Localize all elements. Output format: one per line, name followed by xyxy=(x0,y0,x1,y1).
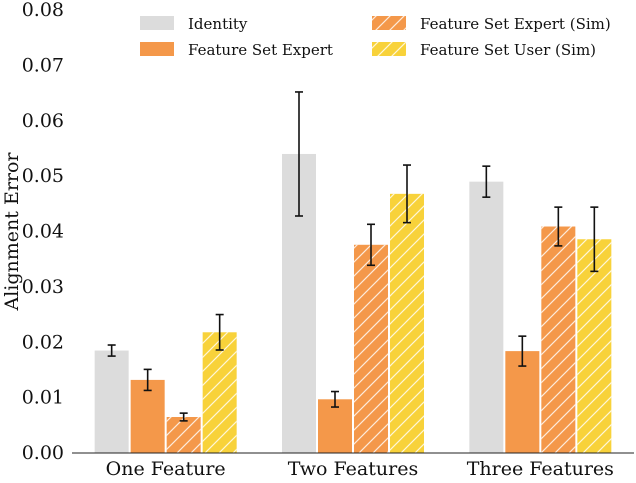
error-bar-feature-set-expert-sim-two-features xyxy=(367,223,375,267)
legend-swatch xyxy=(140,42,174,56)
y-tick-label: 0.08 xyxy=(22,0,64,21)
bar-identity-one-feature xyxy=(94,350,129,453)
y-tick-label: 0.00 xyxy=(22,442,64,464)
bar-feature-set-expert-two-features xyxy=(318,399,352,453)
bar-hatch-feature-set-expert-sim-two-features xyxy=(354,244,388,453)
y-tick-label: 0.04 xyxy=(22,221,64,243)
bar-hatch-feature-set-expert-sim-one-feature xyxy=(166,417,201,453)
legend-item-identity: Identity xyxy=(140,15,248,33)
error-bar-identity-one-feature xyxy=(107,344,116,357)
legend-swatch xyxy=(140,16,174,30)
error-bar-feature-set-user-sim-two-features xyxy=(403,164,411,224)
bar-feature-set-expert-three-features xyxy=(505,351,540,453)
bar-hatch-feature-set-user-sim-one-feature xyxy=(202,332,237,453)
error-bar-feature-set-user-sim-one-feature xyxy=(215,313,224,351)
error-bar-identity-two-features xyxy=(295,91,303,217)
y-axis-label: Alignment Error xyxy=(1,152,23,312)
bars-layer xyxy=(94,153,612,453)
y-tick-label: 0.05 xyxy=(22,165,64,187)
x-tick-label: Three Features xyxy=(467,458,614,478)
bar-feature-set-expert-one-feature xyxy=(130,379,165,453)
bar-hatch-feature-set-user-sim-two-features xyxy=(390,193,424,453)
error-bar-feature-set-expert-sim-one-feature xyxy=(179,412,188,422)
y-tick-label: 0.01 xyxy=(22,387,64,409)
error-bar-identity-three-features xyxy=(482,165,491,198)
legend-label: Feature Set User (Sim) xyxy=(420,41,596,59)
legend-item-feature-set-expert: Feature Set Expert xyxy=(140,41,333,59)
error-bar-feature-set-expert-sim-three-features xyxy=(554,206,563,247)
bar-hatch-feature-set-expert-sim-three-features xyxy=(541,226,576,453)
legend-item-feature-set-user-sim: Feature Set User (Sim) xyxy=(372,41,596,59)
error-bars-layer xyxy=(107,91,599,422)
legend-item-feature-set-expert-sim: Feature Set Expert (Sim) xyxy=(372,15,611,33)
x-tick-label: Two Features xyxy=(288,458,418,478)
legend: Identity Feature Set Expert Feature Set Ex… xyxy=(140,15,611,59)
error-bar-feature-set-expert-one-feature xyxy=(143,368,152,392)
y-tick-label: 0.02 xyxy=(22,331,64,353)
error-bar-feature-set-expert-two-features xyxy=(331,390,339,408)
error-bar-feature-set-expert-three-features xyxy=(518,335,527,367)
legend-swatch-hatch xyxy=(372,16,406,30)
bar-identity-three-features xyxy=(469,181,504,453)
legend-label: Identity xyxy=(188,15,248,33)
legend-swatch-hatch xyxy=(372,42,406,56)
legend-label: Feature Set Expert xyxy=(188,41,333,59)
bar-hatch-feature-set-user-sim-three-features xyxy=(577,239,612,453)
y-tick-label: 0.06 xyxy=(22,110,64,132)
legend-label: Feature Set Expert (Sim) xyxy=(420,15,611,33)
y-tick-label: 0.07 xyxy=(22,54,64,76)
y-tick-label: 0.03 xyxy=(22,276,64,298)
error-bar-feature-set-user-sim-three-features xyxy=(590,206,599,273)
x-tick-label: One Feature xyxy=(106,458,226,478)
